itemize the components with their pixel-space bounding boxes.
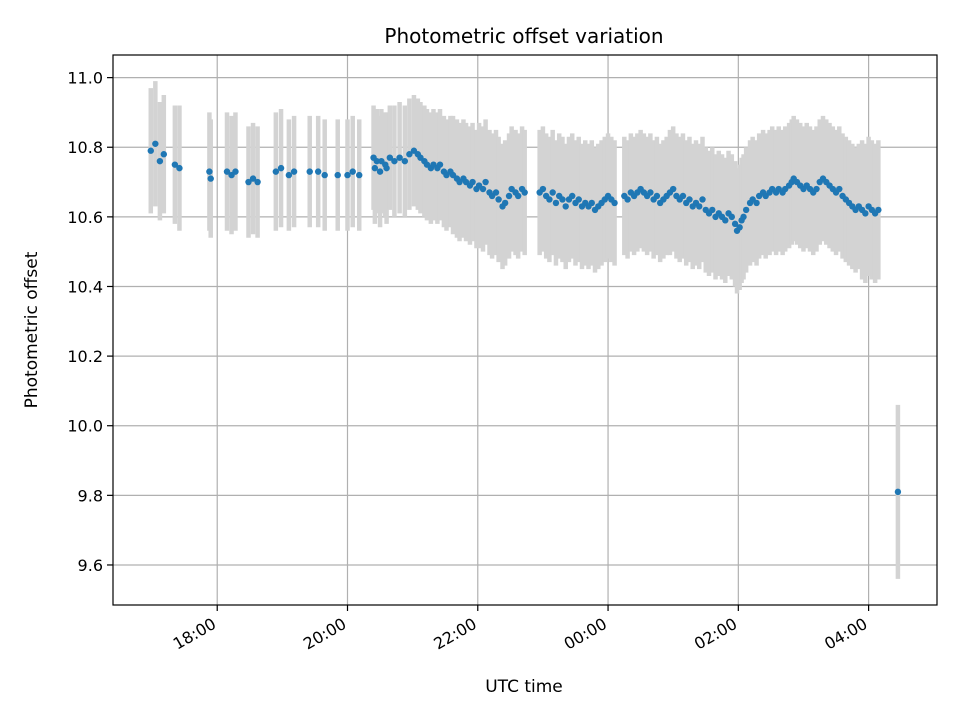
data-point [679, 192, 687, 200]
data-point [482, 178, 489, 186]
data-point [334, 171, 341, 179]
data-point [249, 175, 257, 182]
data-point [501, 199, 509, 207]
data-point [306, 168, 313, 175]
data-point [206, 168, 213, 175]
data-point [479, 185, 487, 193]
data-point [813, 185, 820, 193]
data-point [546, 196, 553, 203]
data-point [569, 192, 576, 200]
data-point [575, 196, 582, 203]
y-tick-label: 10.6 [67, 208, 103, 227]
y-tick-label: 9.8 [78, 486, 103, 505]
data-point [875, 206, 882, 214]
data-point [401, 157, 409, 165]
data-point [539, 185, 547, 193]
data-point [147, 147, 154, 154]
data-point [521, 189, 528, 196]
data-point [285, 171, 293, 179]
data-point [207, 175, 214, 182]
data-point [552, 199, 560, 207]
data-point [373, 157, 381, 165]
y-tick-label: 10.4 [67, 277, 103, 296]
y-tick-label: 10.2 [67, 347, 103, 366]
data-point [245, 178, 252, 186]
data-point [314, 168, 322, 175]
data-point [549, 189, 556, 196]
x-axis-label: UTC time [485, 677, 563, 697]
data-point [371, 164, 379, 172]
data-point [223, 168, 231, 175]
y-tick-label: 11.0 [67, 69, 103, 88]
data-point [728, 213, 736, 221]
data-point [382, 161, 389, 168]
data-point [349, 168, 356, 175]
y-axis-ticks: 9.6 9.8 10.0 10.2 10.4 10.6 10.8 11.0 [67, 69, 113, 575]
data-point [699, 196, 706, 203]
data-point [171, 161, 179, 168]
chart-title: Photometric offset variation [384, 24, 663, 48]
data-point [254, 178, 261, 186]
data-point [160, 151, 168, 158]
data-point [436, 161, 444, 168]
data-point [156, 157, 164, 165]
data-point [505, 192, 513, 200]
data-point [272, 168, 280, 175]
data-point [492, 189, 500, 196]
data-point [495, 196, 502, 203]
data-point [740, 213, 747, 221]
data-point [386, 154, 394, 161]
data-point [736, 224, 743, 231]
data-point [344, 171, 351, 179]
plot-area-frame [112, 54, 938, 606]
y-tick-label: 9.6 [78, 556, 103, 575]
data-point [321, 171, 328, 179]
data-point [232, 168, 239, 175]
data-point [862, 210, 869, 217]
y-tick-label: 10.8 [67, 138, 103, 157]
y-axis-label: Photometric offset [22, 251, 42, 408]
data-point [624, 196, 631, 203]
data-point [396, 154, 403, 161]
data-point [559, 196, 566, 203]
data-point [647, 189, 654, 196]
data-points [147, 140, 902, 496]
data-point [653, 192, 661, 200]
data-point [356, 171, 363, 179]
data-point [514, 192, 522, 200]
data-point [152, 140, 159, 147]
data-point [611, 199, 618, 207]
data-point [277, 164, 285, 172]
data-point [753, 199, 760, 207]
data-point [176, 164, 183, 172]
data-point [836, 185, 843, 193]
data-point [686, 196, 693, 203]
data-point [722, 217, 729, 224]
data-point [709, 206, 716, 214]
data-point [669, 185, 677, 193]
data-point [376, 168, 384, 175]
data-point [562, 203, 569, 210]
data-point [391, 157, 398, 165]
data-point [696, 203, 703, 210]
data-point [588, 199, 595, 207]
data-point [290, 168, 298, 175]
data-point [742, 206, 750, 214]
data-point [406, 151, 413, 158]
y-tick-label: 10.0 [67, 417, 103, 436]
data-point [469, 178, 476, 186]
data-point [731, 220, 739, 228]
data-point [894, 488, 902, 496]
